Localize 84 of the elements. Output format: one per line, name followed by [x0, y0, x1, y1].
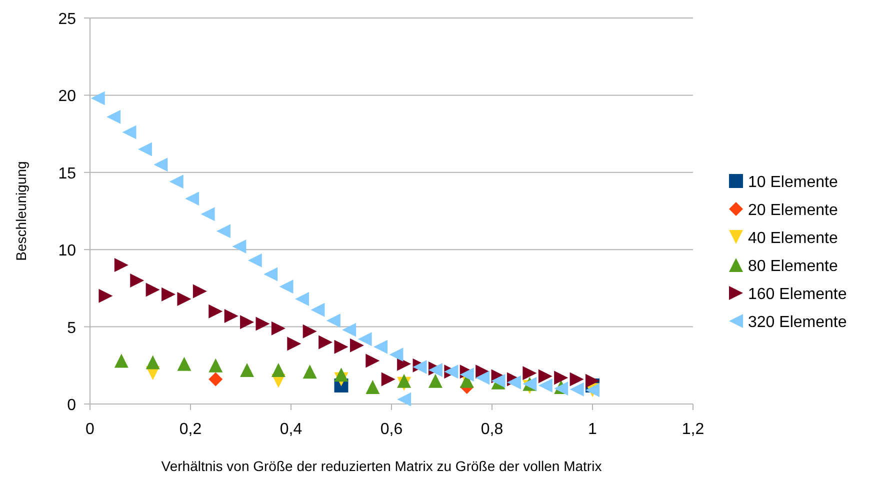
point: [397, 356, 412, 371]
point: [162, 287, 176, 302]
point: [334, 340, 348, 354]
point: [264, 267, 278, 282]
point: [397, 392, 412, 406]
point: [114, 354, 128, 368]
point: [570, 372, 584, 386]
point: [381, 372, 396, 386]
point: [366, 354, 380, 368]
y-tick-label: 0: [67, 397, 76, 414]
point: [248, 253, 262, 268]
point: [232, 240, 246, 254]
point: [326, 314, 340, 328]
y-tick-label: 15: [58, 165, 76, 182]
point: [342, 322, 356, 337]
point: [334, 368, 348, 382]
x-tick-label: 0: [86, 421, 95, 438]
point: [389, 348, 404, 362]
point: [224, 308, 238, 323]
point: [302, 324, 317, 338]
y-axis-title: Beschleunigung: [13, 161, 29, 261]
point: [460, 368, 474, 382]
point: [146, 355, 160, 370]
point: [428, 374, 442, 388]
point: [240, 363, 254, 378]
point: [90, 91, 105, 106]
point: [271, 321, 286, 336]
point: [208, 358, 223, 372]
point: [358, 332, 372, 346]
point: [294, 292, 309, 306]
point: [177, 356, 192, 371]
x-tick-label: 0,2: [179, 421, 202, 438]
point: [114, 258, 128, 272]
x-tick-label: 1: [588, 421, 598, 438]
point: [522, 366, 537, 380]
point: [302, 364, 317, 379]
point: [169, 174, 184, 189]
legend-label: 20 Elemente: [748, 202, 838, 219]
point: [586, 374, 600, 388]
point: [146, 282, 160, 297]
point: [287, 336, 302, 351]
point: [397, 374, 412, 388]
point: [256, 316, 270, 331]
y-tick-label: 5: [67, 320, 76, 337]
x-tick-label: 0,6: [380, 421, 403, 438]
point: [216, 224, 230, 238]
legend-label: 80 Elemente: [748, 258, 838, 275]
point: [208, 304, 223, 318]
point: [192, 284, 207, 298]
legend-label: 10 Elemente: [748, 174, 838, 191]
point: [138, 142, 152, 156]
point: [200, 207, 215, 222]
legend-label: 40 Elemente: [748, 230, 838, 247]
point: [98, 288, 113, 303]
point: [350, 338, 364, 352]
y-tick-label: 20: [58, 88, 76, 106]
x-tick-label: 0,4: [280, 421, 302, 438]
point: [122, 125, 136, 140]
point: [538, 369, 552, 384]
point: [318, 335, 333, 350]
point: [185, 192, 200, 206]
legend-label: 320 Elemente: [748, 314, 847, 331]
y-tick-label: 25: [58, 11, 76, 28]
point: [177, 292, 192, 306]
point: [154, 158, 168, 172]
legend-label: 160 Elemente: [748, 286, 847, 303]
x-tick-label: 0,8: [480, 421, 504, 438]
point: [366, 380, 380, 394]
point: [570, 382, 584, 396]
point: [106, 110, 121, 124]
y-tick-label: 10: [58, 242, 76, 260]
point: [271, 363, 286, 378]
point: [130, 273, 144, 288]
point: [506, 375, 521, 390]
point: [208, 372, 223, 386]
x-tick-label: 1,2: [682, 421, 704, 438]
point: [310, 302, 325, 317]
point: [554, 370, 568, 385]
x-axis-title: Verhältnis von Größe der reduzierten Matrix zu Größe der vollen Matrix: [161, 458, 602, 474]
point: [279, 280, 294, 294]
point: [476, 370, 490, 385]
point: [240, 315, 254, 330]
point: [374, 340, 388, 354]
point: [538, 378, 552, 392]
